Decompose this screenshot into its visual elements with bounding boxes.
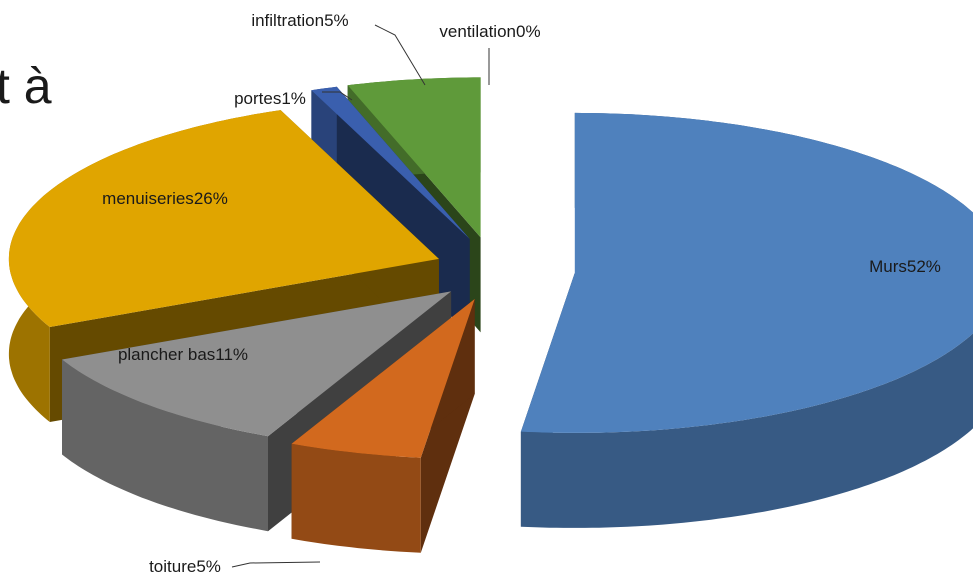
label-value: 0% xyxy=(516,22,541,41)
label-value: 5% xyxy=(324,11,349,30)
label-name: toiture xyxy=(149,557,196,576)
label-name: ventilation xyxy=(439,22,516,41)
label-value: 11% xyxy=(215,345,248,364)
slice xyxy=(520,112,973,528)
leader-line xyxy=(374,24,426,86)
label-value: 1% xyxy=(281,89,306,108)
slice-wall xyxy=(62,359,268,532)
slide-title-fragment: t à xyxy=(0,58,52,114)
label-name: portes xyxy=(234,89,281,108)
data-label: menuiseries26% xyxy=(102,189,228,208)
label-value: 5% xyxy=(196,557,221,576)
label-name: infiltration xyxy=(251,11,324,30)
label-value: 52% xyxy=(907,257,941,276)
slice-top xyxy=(291,299,475,458)
data-label: portes1% xyxy=(234,89,306,108)
data-label: toiture5% xyxy=(149,557,221,576)
slice xyxy=(291,299,475,553)
slice-top xyxy=(8,110,439,327)
data-label: ventilation0% xyxy=(439,22,540,41)
label-name: menuiseries xyxy=(102,189,194,208)
leader-line xyxy=(231,561,321,568)
leader-line xyxy=(322,91,353,101)
slice-top xyxy=(62,291,452,437)
slice-wall xyxy=(291,443,421,553)
data-label: plancher bas11% xyxy=(118,345,248,364)
slice-top xyxy=(520,112,973,433)
slice-top xyxy=(311,86,470,239)
data-label: infiltration5% xyxy=(251,11,348,30)
label-value: 26% xyxy=(194,189,228,208)
label-name: plancher bas xyxy=(118,345,215,364)
slice-top xyxy=(347,77,481,238)
data-label: Murs52% xyxy=(869,257,941,276)
label-name: Murs xyxy=(869,257,907,276)
